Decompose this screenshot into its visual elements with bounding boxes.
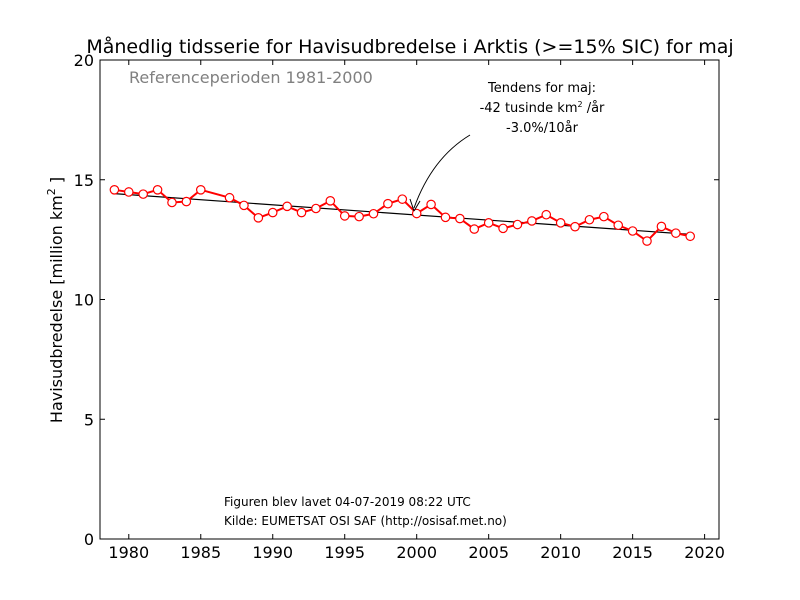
data-point [325, 196, 336, 206]
y-axis-label-end: ] [47, 177, 66, 188]
trend-annotation-line3: -3.0%/10år [506, 121, 579, 136]
data-point [512, 219, 523, 230]
data-point [181, 196, 192, 207]
plot-area-frame [99, 59, 720, 540]
data-point [685, 231, 696, 242]
x-tick-label: 1980 [108, 543, 149, 562]
y-axis-label-sup: 2 [45, 188, 58, 195]
data-point [267, 207, 278, 218]
data-point [613, 220, 624, 231]
data-point [411, 208, 422, 219]
x-tick-label: 2010 [540, 543, 581, 562]
x-tick-label: 1990 [252, 543, 293, 562]
x-tick-label: 2020 [684, 543, 725, 562]
x-tick-label: 2015 [612, 543, 653, 562]
trend-annotation-line2: -42 tusinde km2 /år [480, 100, 605, 116]
trend-line [114, 193, 691, 235]
footer-created-label: Figuren blev lavet 04-07-2019 08:22 UTC [224, 495, 471, 509]
y-tick-label: 0 [84, 530, 94, 549]
annotation-arrowhead [409, 198, 421, 212]
trend-layer [114, 193, 691, 235]
data-point [570, 221, 580, 232]
data-point [584, 214, 595, 225]
data-point [296, 207, 307, 218]
y-axis-label: Havisudbredelse [million km2 ] [45, 177, 66, 423]
data-point [397, 194, 408, 204]
series-line [114, 188, 691, 243]
data-point [483, 218, 494, 228]
chart-title: Månedlig tidsserie for Havisudbredelse i… [86, 35, 733, 58]
data-point [656, 221, 667, 232]
x-tick-label: 1995 [324, 543, 365, 562]
trend-annotation-unit: /år [583, 101, 605, 116]
data-point [383, 198, 393, 209]
data-point [253, 213, 264, 223]
trend-annotation-line2-text: -42 tusinde km [480, 101, 578, 116]
trend-annotation-line1: Tendens for maj: [487, 81, 596, 96]
y-tick-label: 5 [84, 410, 94, 429]
x-axis: 1980 1985 1990 1995 2000 2005 2010 2015 2020 [108, 60, 725, 562]
data-point [440, 212, 451, 223]
data-point [627, 226, 638, 236]
data-point [599, 211, 609, 222]
data-point [354, 211, 364, 222]
data-point [368, 208, 379, 219]
y-axis-label-text: Havisudbredelse [million km [47, 195, 66, 423]
data-point [555, 218, 566, 228]
data-point [195, 185, 206, 195]
data-point [498, 223, 508, 234]
y-tick-label: 15 [74, 171, 94, 190]
data-point [239, 200, 249, 211]
data-point [469, 224, 480, 234]
data-point [541, 209, 552, 220]
x-tick-label: 2000 [396, 543, 437, 562]
data-point [426, 199, 436, 210]
y-tick-label: 20 [74, 51, 94, 70]
data-point [455, 213, 465, 224]
x-tick-label: 1985 [180, 543, 221, 562]
data-point [339, 211, 350, 221]
data-point [527, 216, 537, 226]
series-layer [109, 185, 696, 246]
data-point [224, 192, 235, 203]
x-tick-label: 2005 [468, 543, 509, 562]
y-axis: 0 5 10 15 20 [74, 51, 719, 549]
reference-period-label: Referenceperioden 1981-2000 [129, 68, 373, 87]
data-point [167, 197, 177, 208]
annotation-arrow [413, 134, 471, 209]
data-point [138, 189, 148, 199]
y-tick-label: 10 [74, 291, 94, 310]
data-point [123, 187, 134, 197]
data-point [311, 203, 321, 214]
data-point [109, 185, 120, 195]
footer-source-label: Kilde: EUMETSAT OSI SAF (http://osisaf.m… [224, 514, 507, 528]
data-point [282, 201, 292, 212]
data-point [642, 236, 652, 246]
data-point [671, 228, 681, 238]
data-point [152, 185, 163, 195]
trend-annotation-sup: 2 [577, 100, 582, 109]
